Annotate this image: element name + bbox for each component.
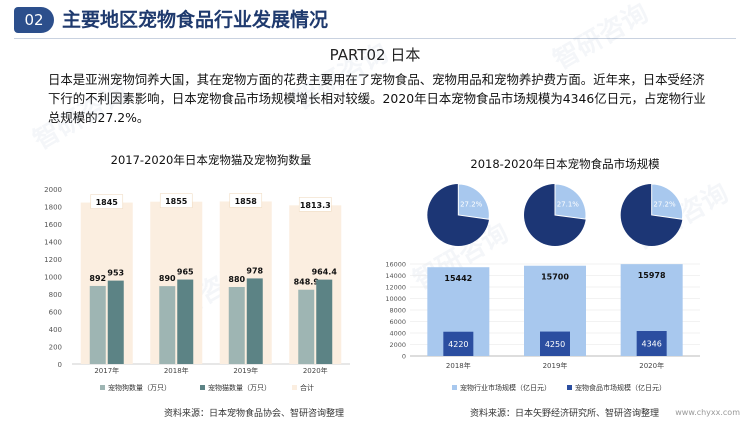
chart2-legend-swatch (567, 385, 572, 390)
chart2-y-tick-label: 10000 (385, 295, 406, 303)
chart1-bar-dog (228, 287, 245, 364)
chart2-pie-label: 27.1% (557, 200, 580, 208)
chart2-pie-slice-food (554, 183, 587, 220)
chart1-legend-swatch (200, 385, 205, 390)
chart1-legend-label: 合计 (300, 383, 314, 392)
chart1-y-tick-label: 1200 (44, 256, 62, 264)
chart2-x-tick-label: 2020年 (639, 361, 664, 370)
chart2-y-tick-label: 8000 (389, 307, 406, 315)
chart2-industry-label: 15978 (638, 271, 666, 280)
intro-paragraph: 日本是亚洲宠物饲养大国，其在宠物方面的花费主要用在了宠物食品、宠物用品和宠物养护… (48, 72, 706, 125)
chart1-cat-label: 964.4 (312, 268, 338, 277)
chart1-cat-label: 978 (246, 266, 263, 275)
chart1-x-tick-label: 2020年 (303, 366, 328, 375)
chart2-food-label: 4250 (545, 340, 565, 349)
watermark-text: 智研咨询 (28, 77, 134, 156)
chart1-legend-swatch (100, 385, 105, 390)
chart1-y-tick-label: 2000 (44, 186, 62, 194)
watermark-text: 智研咨询 (288, 37, 394, 116)
chart2-bar-food (636, 331, 667, 356)
chart1-bar-dog (298, 289, 315, 364)
chart2-industry-label: 15442 (444, 274, 472, 283)
chart2-y-tick-label: 0 (402, 353, 406, 361)
chart1-source: 资料来源：日本宠物食品协会、智研咨询整理 (164, 409, 345, 419)
footer-url: www.chyxx.com (675, 408, 740, 417)
section-badge: 02 (14, 7, 54, 33)
chart2-bar-food (443, 331, 474, 356)
chart1-y-tick-label: 200 (49, 344, 62, 352)
chart1-bar-total (219, 201, 272, 364)
chart1-total-label-box (229, 193, 263, 208)
chart2-pie-label: 27.2% (653, 200, 676, 208)
chart2-pie-slice-food (457, 183, 490, 220)
chart1-y-tick-label: 1000 (44, 274, 62, 282)
chart1-bar-total (80, 202, 133, 364)
chart1-bar-cat (177, 279, 194, 364)
chart2-y-tick-label: 4000 (389, 330, 406, 338)
chart1-total-label-box (298, 197, 332, 212)
chart2-y-tick-label: 16000 (385, 261, 406, 269)
chart2-y-tick-label: 6000 (389, 318, 406, 326)
chart2-pie-label: 27.2% (460, 200, 483, 208)
chart1-y-tick-label: 1400 (44, 239, 62, 247)
chart1-bar-total (289, 205, 342, 364)
chart1-total-label-box (159, 193, 193, 208)
chart2-title: 2018-2020年日本宠物食品市场规模 (470, 157, 660, 171)
chart1-bar-dog (89, 285, 106, 364)
chart2-x-tick-label: 2018年 (446, 361, 471, 370)
chart2-bar-food (540, 331, 570, 356)
chart1-y-tick-label: 1800 (44, 204, 62, 212)
chart1-dog-label: 880 (228, 275, 245, 284)
section-subtitle: PART02 日本 (329, 46, 421, 64)
chart1-y-tick-label: 600 (49, 309, 62, 317)
chart1-y-tick-label: 1600 (44, 221, 62, 229)
chart1-total-label: 1855 (165, 197, 188, 206)
chart1-y-tick-label: 800 (49, 291, 62, 299)
chart2-legend-label: 宠物食品市场规模（亿日元） (575, 383, 666, 392)
chart1-x-tick-label: 2018年 (164, 366, 189, 375)
chart2-y-tick-label: 14000 (385, 272, 406, 280)
chart2-y-tick-label: 12000 (385, 284, 406, 292)
chart1-total-label-box (90, 194, 124, 209)
pet-food-market-chart: 2018-2020年日本宠物食品市场规模 0 2000 4000 6000 8000 100… (385, 157, 700, 392)
chart1-y-tick-label: 400 (49, 326, 62, 334)
chart1-x-tick-label: 2019年 (233, 366, 258, 375)
chart1-cat-label: 965 (177, 268, 194, 277)
chart2-legend-label: 宠物行业市场规模（亿日元） (460, 383, 551, 392)
chart1-bar-cat (107, 280, 124, 364)
chart1-bar-cat (246, 278, 263, 364)
chart2-y-tick-label: 2000 (389, 341, 406, 349)
chart1-legend-swatch (292, 385, 297, 390)
chart1-dog-label: 848.9 (294, 278, 320, 287)
chart1-bar-dog (159, 286, 176, 364)
chart1-total-label: 1858 (235, 197, 258, 206)
watermark-text: 智研咨询 (548, 0, 654, 76)
chart2-source: 资料来源：日本矢野经济研究所、智研咨询整理 (470, 409, 660, 419)
chart1-legend-label: 宠物狗数量（万只） (108, 383, 171, 392)
header-divider (14, 38, 736, 39)
chart1-legend-label: 宠物猫数量（万只） (208, 383, 271, 392)
chart1-x-tick-label: 2017年 (94, 366, 119, 375)
page-title: 主要地区宠物食品行业发展情况 (62, 9, 329, 31)
chart1-dog-label: 892 (89, 274, 106, 283)
chart2-industry-label: 15700 (541, 273, 569, 282)
chart1-total-label: 1813.3 (300, 201, 331, 210)
chart1-title: 2017-2020年日本宠物猫及宠物狗数量 (111, 153, 312, 167)
pet-count-chart: 2017-2020年日本宠物猫及宠物狗数量 0 200 400 600 800 1000 12… (44, 153, 350, 392)
chart2-legend-swatch (452, 385, 457, 390)
chart2-food-label: 4220 (448, 340, 468, 349)
chart1-cat-label: 953 (107, 269, 124, 278)
chart1-dog-label: 890 (159, 274, 176, 283)
chart2-x-tick-label: 2019年 (543, 361, 568, 370)
chart2-food-label: 4346 (641, 340, 661, 349)
chart2-pie-slice-food (651, 183, 684, 220)
chart1-y-tick-label: 0 (58, 361, 62, 369)
chart1-bar-total (150, 201, 203, 364)
chart1-bar-cat (316, 279, 333, 364)
header: 02 主要地区宠物食品行业发展情况 (0, 0, 750, 42)
chart1-total-label: 1845 (96, 198, 119, 207)
